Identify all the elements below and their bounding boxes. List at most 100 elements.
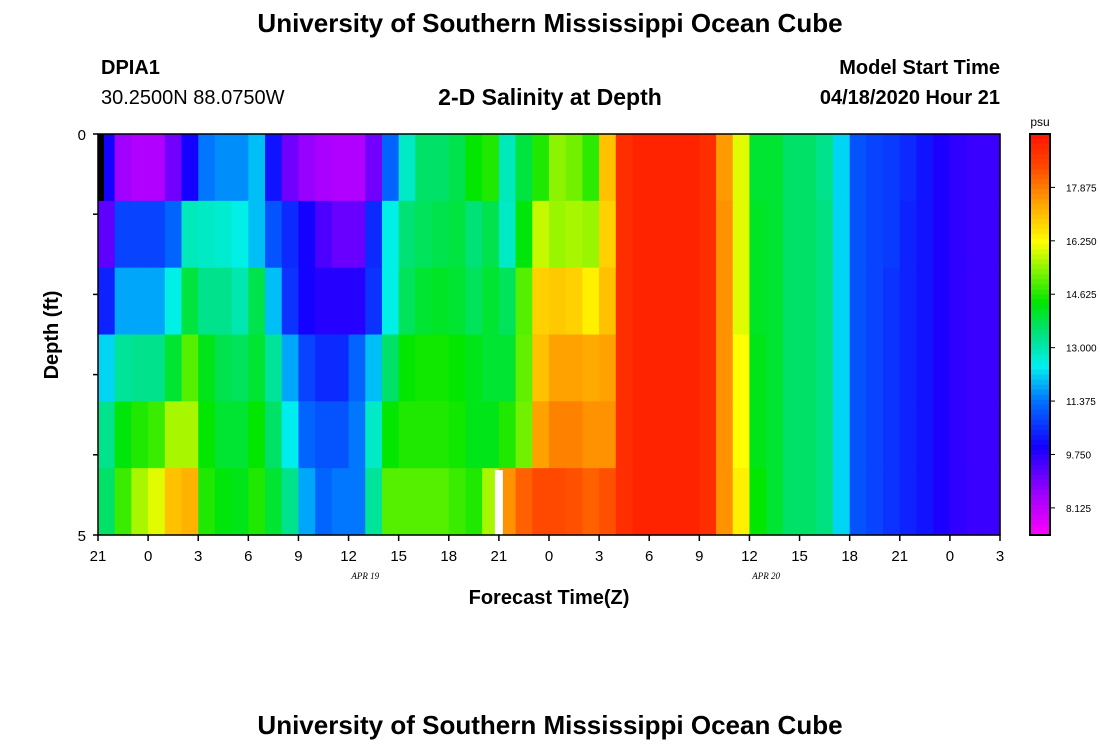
heatmap-cell <box>883 468 901 536</box>
heatmap-cell <box>549 401 567 469</box>
heatmap-cell <box>966 334 984 402</box>
x-tick-label: 0 <box>946 548 954 565</box>
heatmap-cell <box>782 468 801 536</box>
heatmap-cell <box>281 334 300 402</box>
heatmap-cell <box>365 200 383 269</box>
colorbar-segment <box>1030 259 1050 265</box>
heatmap-cell <box>214 468 233 536</box>
heatmap-cell <box>515 334 533 402</box>
heatmap-cell <box>465 334 483 402</box>
heatmap-cell <box>448 468 467 536</box>
heatmap-cell <box>565 468 583 536</box>
heatmap-cell <box>398 401 416 469</box>
heatmap-cell <box>615 468 634 536</box>
date-label: APR 19 <box>350 571 379 581</box>
colorbar-segment <box>1030 214 1050 220</box>
heatmap-cell <box>732 200 751 269</box>
heatmap-cell <box>448 134 467 202</box>
heatmap-cell <box>532 200 550 269</box>
heatmap-cell <box>933 468 951 536</box>
heatmap-cell <box>415 134 433 202</box>
colorbar-segment <box>1030 154 1050 160</box>
heatmap-cell <box>465 267 483 336</box>
heatmap-cell <box>148 200 166 269</box>
heatmap-cell <box>465 401 483 469</box>
heatmap-cell <box>983 134 1001 202</box>
heatmap-cell <box>532 468 550 536</box>
colorbar-segment <box>1030 294 1050 301</box>
heatmap-cell <box>515 468 533 536</box>
colorbar-segment <box>1030 189 1050 195</box>
heatmap-cell <box>415 468 433 536</box>
colorbar-segment <box>1030 454 1050 461</box>
heatmap-cell <box>315 334 333 402</box>
heatmap-cell <box>665 334 684 402</box>
colorbar-segment <box>1030 484 1050 491</box>
heatmap-cell <box>98 334 116 402</box>
heatmap-cell <box>181 134 199 202</box>
x-tick-label: 3 <box>996 548 1004 565</box>
heatmap-cell <box>632 401 650 469</box>
heatmap-cell <box>816 134 834 202</box>
heatmap-cell <box>131 468 149 536</box>
heatmap-cell <box>482 134 500 202</box>
heatmap-cell <box>248 267 266 336</box>
heatmap-cell <box>432 267 450 336</box>
colorbar-segment <box>1030 184 1050 190</box>
heatmap-cell <box>716 267 734 336</box>
heatmap-cell <box>181 401 199 469</box>
heatmap-cell <box>448 267 467 336</box>
heatmap-cell <box>849 267 867 336</box>
x-tick-label: 18 <box>440 548 457 565</box>
heatmap-cell <box>281 200 300 269</box>
heatmap-cell <box>398 334 416 402</box>
colorbar-segment <box>1030 504 1050 511</box>
heatmap-cell <box>214 200 233 269</box>
model-start-value: 04/18/2020 Hour 21 <box>819 87 1000 109</box>
x-tick-label: 9 <box>294 548 302 565</box>
x-tick-label: 21 <box>491 548 508 565</box>
heatmap-cell <box>816 200 834 269</box>
heatmap-cell <box>381 200 400 269</box>
heatmap-cell <box>849 401 867 469</box>
heatmap-cell <box>849 334 867 402</box>
heatmap-cell <box>699 334 717 402</box>
heatmap-cell <box>331 401 350 469</box>
colorbar-segment <box>1030 159 1050 165</box>
heatmap-cell <box>983 267 1001 336</box>
heatmap-cell <box>716 468 734 536</box>
heatmap-cell <box>381 401 400 469</box>
heatmap-cell <box>265 134 283 202</box>
heatmap-cell <box>632 334 650 402</box>
colorbar-tick-label: 13.000 <box>1066 344 1097 355</box>
heatmap-cell <box>916 468 934 536</box>
heatmap-cell <box>582 134 600 202</box>
heatmap-cell <box>582 468 600 536</box>
colorbar-segment <box>1030 339 1050 346</box>
heatmap-cell <box>732 401 751 469</box>
heatmap-cell <box>933 134 951 202</box>
heatmap-cell <box>732 468 751 536</box>
heatmap-cell <box>381 468 400 536</box>
page-title-top: University of Southern Mississippi Ocean… <box>257 8 843 38</box>
heatmap-cell <box>98 401 116 469</box>
heatmap-cell <box>348 200 366 269</box>
heatmap-cell <box>849 468 867 536</box>
heatmap-cell <box>98 200 116 269</box>
heatmap-cell <box>281 401 300 469</box>
heatmap-cell <box>766 200 784 269</box>
heatmap-cell <box>315 267 333 336</box>
y-tick-label: 5 <box>78 528 86 545</box>
heatmap-cell <box>181 468 199 536</box>
heatmap-cell <box>298 267 316 336</box>
colorbar-segment <box>1030 489 1050 496</box>
page-title-bottom: University of Southern Mississippi Ocean… <box>257 710 843 740</box>
heatmap-cell <box>248 134 266 202</box>
heatmap-cell <box>716 134 734 202</box>
colorbar-segment <box>1030 349 1050 356</box>
date-label: APR 20 <box>751 571 780 581</box>
heatmap-cell <box>615 200 634 269</box>
heatmap-cell <box>415 200 433 269</box>
heatmap-cell <box>164 134 183 202</box>
colorbar-segment <box>1030 409 1050 416</box>
